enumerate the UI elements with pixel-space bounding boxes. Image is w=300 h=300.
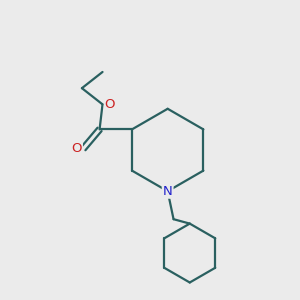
Text: O: O bbox=[72, 142, 82, 155]
Text: O: O bbox=[105, 98, 115, 111]
Text: N: N bbox=[163, 185, 172, 198]
